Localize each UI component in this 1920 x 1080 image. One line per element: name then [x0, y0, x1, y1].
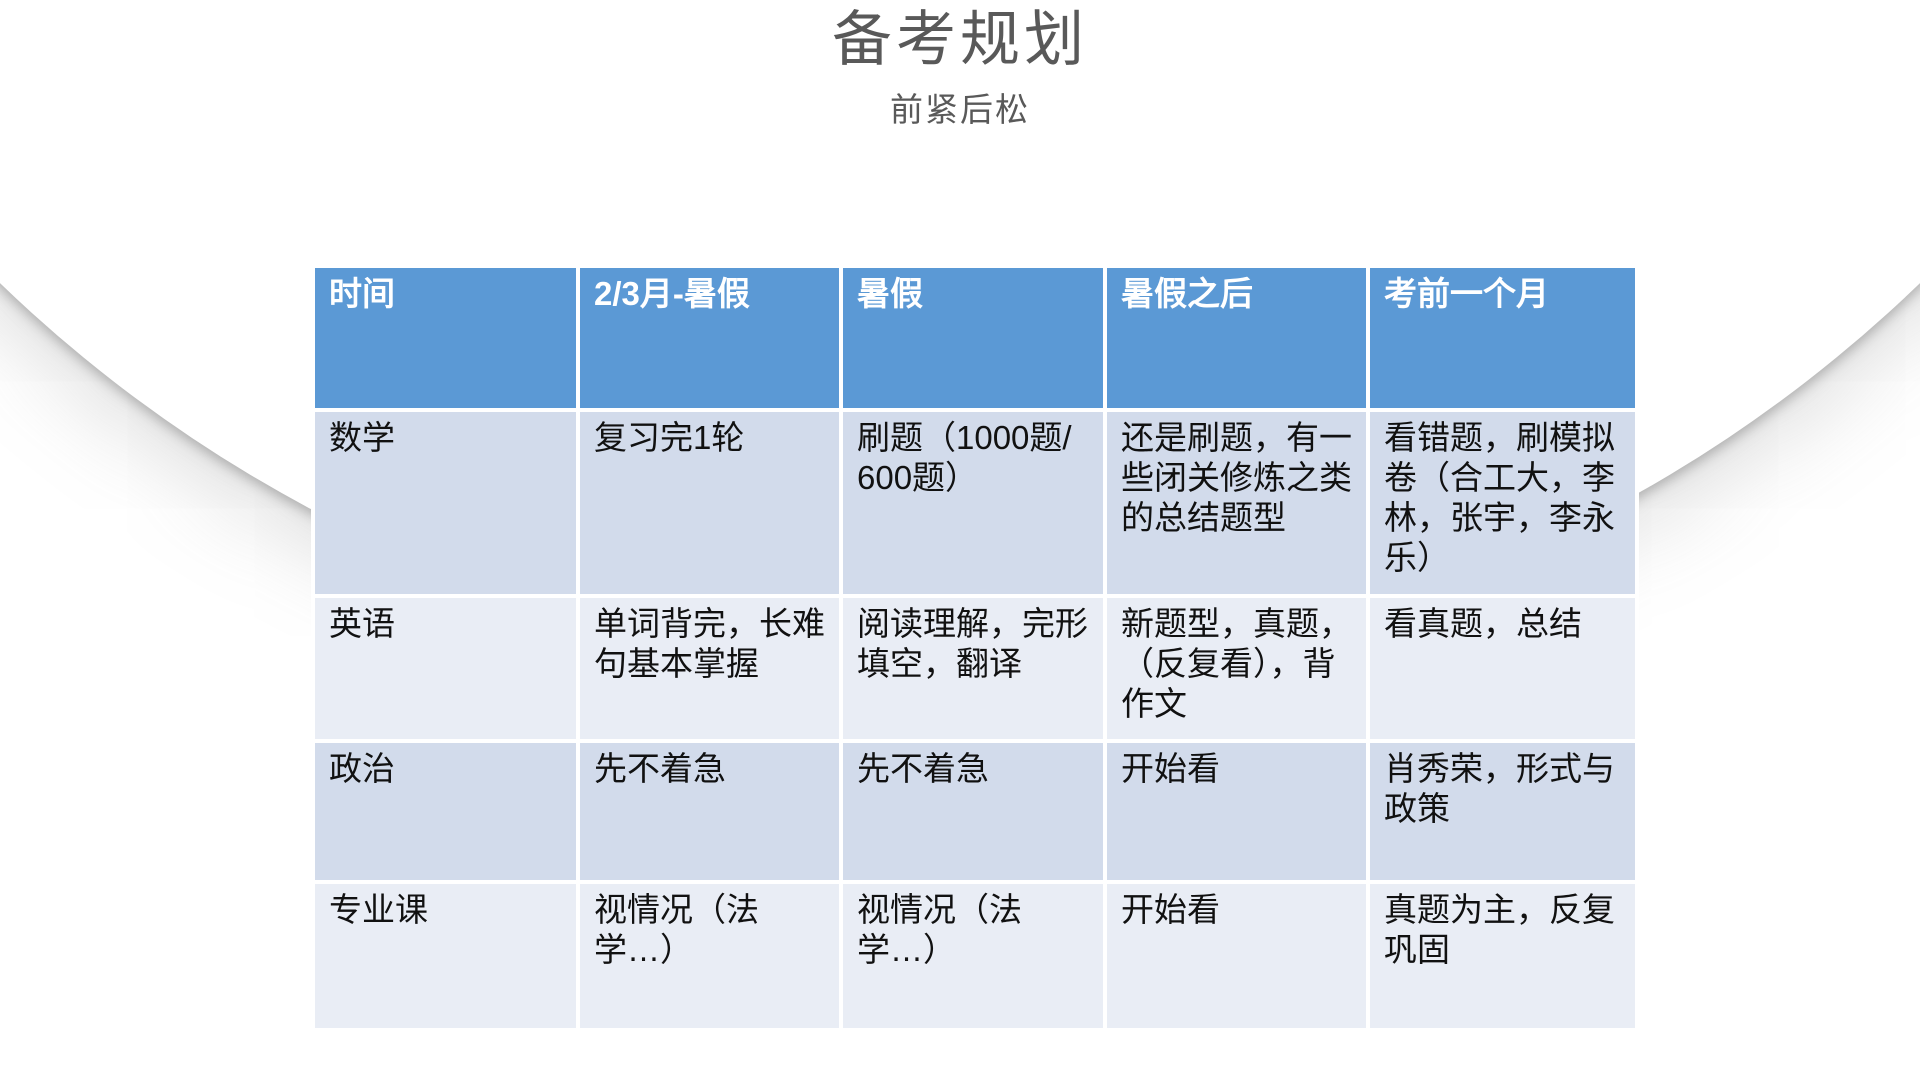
- table-cell: 先不着急: [580, 743, 839, 880]
- table-cell: 复习完1轮: [580, 412, 839, 594]
- column-header-time: 时间: [315, 268, 576, 408]
- row-header-cell: 政治: [315, 743, 576, 880]
- table-cell: 还是刷题，有一些闭关修炼之类的总结题型: [1107, 412, 1366, 594]
- table-cell: 开始看: [1107, 884, 1366, 1028]
- table-cell: 单词背完，长难句基本掌握: [580, 598, 839, 739]
- table-cell: 肖秀荣，形式与政策: [1370, 743, 1635, 880]
- table-cell: 先不着急: [843, 743, 1103, 880]
- column-header-month-before-exam: 考前一个月: [1370, 268, 1635, 408]
- table-row-politics: 政治 先不着急 先不着急 开始看 肖秀荣，形式与政策: [315, 743, 1635, 880]
- table-cell: 看错题，刷模拟卷（合工大，李林，张宇，李永乐）: [1370, 412, 1635, 594]
- study-plan-table: 时间 2/3月-暑假 暑假 暑假之后 考前一个月 数学 复习完1轮 刷题（100…: [311, 264, 1639, 1032]
- table-header-row: 时间 2/3月-暑假 暑假 暑假之后 考前一个月: [315, 268, 1635, 408]
- table-row-english: 英语 单词背完，长难句基本掌握 阅读理解，完形填空，翻译 新题型，真题，（反复看…: [315, 598, 1635, 739]
- column-header-feb-mar-to-summer: 2/3月-暑假: [580, 268, 839, 408]
- table-cell: 新题型，真题，（反复看），背作文: [1107, 598, 1366, 739]
- table-cell: 视情况（法学…）: [843, 884, 1103, 1028]
- table-row-math: 数学 复习完1轮 刷题（1000题/600题） 还是刷题，有一些闭关修炼之类的总…: [315, 412, 1635, 594]
- row-header-cell: 英语: [315, 598, 576, 739]
- table-cell: 刷题（1000题/600题）: [843, 412, 1103, 594]
- table-cell: 开始看: [1107, 743, 1366, 880]
- slide-subtitle: 前紧后松: [890, 91, 1030, 128]
- table-cell: 视情况（法学…）: [580, 884, 839, 1028]
- table-cell: 看真题，总结: [1370, 598, 1635, 739]
- table-row-major-courses: 专业课 视情况（法学…） 视情况（法学…） 开始看 真题为主，反复巩固: [315, 884, 1635, 1028]
- row-header-cell: 专业课: [315, 884, 576, 1028]
- row-header-cell: 数学: [315, 412, 576, 594]
- slide-title: 备考规划: [832, 6, 1088, 73]
- table-cell: 阅读理解，完形填空，翻译: [843, 598, 1103, 739]
- column-header-summer: 暑假: [843, 268, 1103, 408]
- column-header-after-summer: 暑假之后: [1107, 268, 1366, 408]
- table-cell: 真题为主，反复巩固: [1370, 884, 1635, 1028]
